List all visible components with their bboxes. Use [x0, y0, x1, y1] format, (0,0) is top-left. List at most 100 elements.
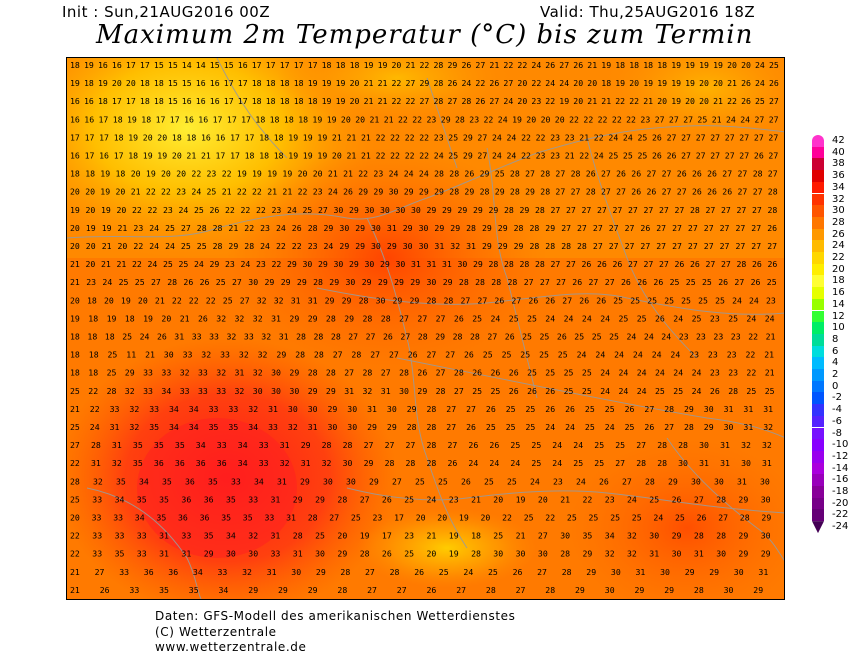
- temperature-value: 22: [598, 114, 608, 124]
- temperature-value: 18: [259, 132, 269, 142]
- temperature-value: 29: [355, 223, 365, 233]
- temperature-value: 20: [143, 132, 153, 142]
- temperature-value: 25: [564, 368, 574, 378]
- temperature-value: 29: [289, 368, 299, 378]
- legend-label: 22: [832, 252, 845, 263]
- temperature-value: 22: [88, 386, 98, 396]
- legend-color-swatch: [812, 509, 824, 522]
- temperature-value: 35: [159, 585, 169, 595]
- temperature-value: 30: [387, 404, 397, 414]
- temperature-value: 27: [601, 169, 611, 179]
- temperature-value: 28: [351, 350, 361, 360]
- temperature-value: 19: [98, 78, 108, 88]
- temperature-value: 28: [768, 187, 778, 197]
- temperature-value: 24: [564, 313, 574, 323]
- temperature-value: 29: [329, 277, 339, 287]
- temperature-value: 16: [196, 96, 206, 106]
- temperature-value: 29: [337, 549, 347, 559]
- temperature-value: 22: [405, 132, 415, 142]
- temperature-value: 27: [344, 368, 354, 378]
- temperature-value: 29: [668, 476, 678, 486]
- temperature-value: 20: [685, 96, 695, 106]
- temperature-value: 29: [704, 422, 714, 432]
- temperature-value: 25: [448, 132, 458, 142]
- legend-color-swatch: [812, 404, 824, 416]
- temperature-value: 20: [587, 78, 597, 88]
- temperature-value: 27: [540, 277, 550, 287]
- temperature-value: 28: [753, 169, 763, 179]
- temperature-value: 35: [583, 531, 593, 541]
- temperature-value: 22: [376, 151, 386, 161]
- temperature-value: 27: [561, 223, 571, 233]
- temperature-value: 28: [716, 531, 726, 541]
- temperature-value: 30: [339, 223, 349, 233]
- temperature-value: 30: [380, 205, 390, 215]
- temperature-value: 24: [148, 259, 158, 269]
- temperature-value: 18: [280, 78, 290, 88]
- temperature-value: 18: [105, 332, 115, 342]
- temperature-value: 33: [183, 350, 193, 360]
- temperature-value: 23: [373, 513, 383, 523]
- temperature-value: 28: [427, 440, 437, 450]
- temperature-value: 25: [181, 241, 191, 251]
- temperature-value: 32: [235, 386, 245, 396]
- temperature-value: 23: [766, 295, 776, 305]
- temperature-value: 30: [560, 531, 570, 541]
- temperature-value: 16: [70, 96, 80, 106]
- temperature-value: 29: [300, 476, 310, 486]
- temperature-value: 25: [746, 386, 756, 396]
- temperature-value: 25: [135, 277, 145, 287]
- temperature-value: 21: [222, 187, 232, 197]
- temperature-value: 25: [216, 277, 226, 287]
- temperature-value: 27: [538, 531, 548, 541]
- temperature-value: 25: [522, 332, 532, 342]
- temperature-value: 29: [367, 422, 377, 432]
- temperature-value: 24: [627, 494, 637, 504]
- temperature-value: 29: [403, 223, 413, 233]
- temperature-value: 27: [751, 223, 761, 233]
- temperature-value: 27: [475, 60, 485, 70]
- temperature-value: 19: [512, 114, 522, 124]
- temperature-value: 28: [326, 368, 336, 378]
- temperature-value: 31: [268, 404, 278, 414]
- temperature-value: 28: [480, 187, 490, 197]
- temperature-value: 22: [412, 114, 422, 124]
- temperature-value: 30: [403, 241, 413, 251]
- temperature-value: 27: [446, 422, 456, 432]
- temperature-value: 31: [427, 259, 437, 269]
- temperature-value: 31: [271, 313, 281, 323]
- temperature-value: 29: [672, 531, 682, 541]
- temperature-value: 28: [486, 585, 496, 595]
- temperature-value: 25: [638, 151, 648, 161]
- temperature-value: 19: [601, 60, 611, 70]
- temperature-value: 30: [516, 549, 526, 559]
- temperature-value: 27: [593, 241, 603, 251]
- temperature-value: 21: [427, 531, 437, 541]
- temperature-value: 19: [336, 96, 346, 106]
- temperature-value: 27: [725, 132, 735, 142]
- temperature-value: 27: [559, 60, 569, 70]
- temperature-value: 20: [131, 169, 141, 179]
- temperature-value: 22: [206, 295, 216, 305]
- temperature-value: 32: [280, 458, 290, 468]
- temperature-value: 21: [282, 187, 292, 197]
- temperature-value: 21: [766, 332, 776, 342]
- temperature-value: 18: [629, 60, 639, 70]
- temperature-value: 33: [143, 368, 153, 378]
- temperature-value: 28: [454, 368, 464, 378]
- temperature-value: 19: [671, 60, 681, 70]
- temperature-value: 30: [704, 404, 714, 414]
- temperature-value: 23: [710, 368, 720, 378]
- temperature-value: 27: [489, 96, 499, 106]
- temperature-value: 17: [213, 114, 223, 124]
- temperature-value: 27: [525, 169, 535, 179]
- temperature-value: 30: [716, 549, 726, 559]
- temperature-value: 26: [754, 151, 764, 161]
- temperature-value: 27: [446, 404, 456, 414]
- temperature-value: 22: [419, 132, 429, 142]
- temperature-value: 32: [93, 476, 103, 486]
- temperature-value: 28: [690, 205, 700, 215]
- temperature-value: 27: [556, 277, 566, 287]
- temperature-value: 34: [169, 422, 179, 432]
- temperature-value: 26: [461, 476, 471, 486]
